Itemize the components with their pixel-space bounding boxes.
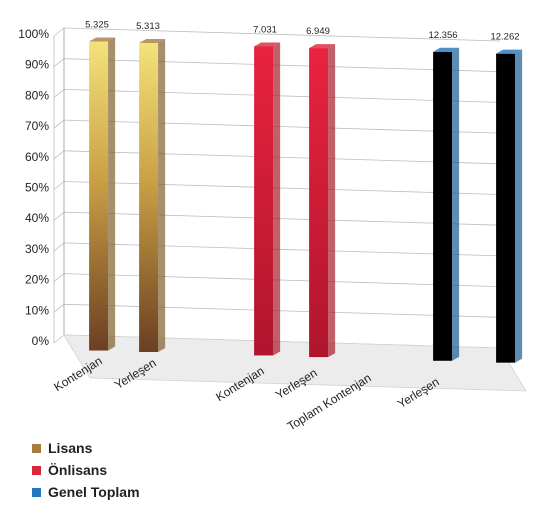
y-tick-label: 60% [25,150,49,164]
y-tick-label: 90% [25,58,49,72]
legend-swatch-onlisans [32,465,41,475]
legend-swatch-lisans [32,443,41,453]
bar [309,44,336,358]
gridline [63,181,501,195]
gridline [63,58,501,73]
legend-item: Lisans [32,438,140,458]
side-gridline [53,334,65,344]
side-gridline [53,119,65,129]
y-tick-label: 100% [18,27,49,41]
bar-side-tint [328,44,336,358]
bar-side-tint [515,49,523,363]
side-gridline [53,211,65,221]
bar-front [309,48,329,358]
legend: Lisans Önlisans Genel Toplam [32,438,140,504]
bar-top [139,39,166,44]
legend-swatch-genel-toplam [32,487,41,497]
gridline [63,211,501,226]
data-label: 7.031 [253,24,277,35]
gridline [63,150,501,165]
gridline [63,242,501,257]
bar [139,39,166,353]
bar-top [89,37,116,42]
chart-floor [63,334,527,392]
y-tick-label: 20% [25,273,49,287]
bar-front [254,46,274,356]
gridline [63,273,501,287]
gridline [63,303,501,318]
y-tick-label: 40% [25,211,49,225]
side-gridline [53,273,65,282]
bar [89,37,116,351]
side-gridline [53,150,65,160]
side-gridline [53,303,65,313]
y-tick-label: 10% [25,303,49,317]
y-tick-label: 80% [25,88,49,102]
bar-front [139,43,159,353]
legend-item: Önlisans [32,460,140,480]
bar-top [309,44,336,49]
bar-front [433,51,453,361]
data-label: 12.356 [428,30,457,41]
data-label: 12.262 [490,32,519,43]
bar-front [496,53,516,363]
side-gridline [53,89,65,98]
y-tick-label: 50% [25,181,49,195]
side-gridline [53,181,65,190]
bar-top [496,49,523,54]
gridline [63,27,501,42]
y-tick-label: 70% [25,119,49,133]
y-tick-label: 0% [32,334,50,348]
bar-side-tint [452,47,460,361]
bar-side-tint [273,42,281,356]
side-gridline [53,242,65,252]
legend-item: Genel Toplam [32,482,140,502]
side-gridline [53,27,65,37]
data-label: 6.949 [306,26,330,37]
legend-label: Önlisans [48,462,108,478]
data-label: 5.325 [85,20,109,31]
side-gridline [53,58,65,68]
legend-label: Lisans [48,440,93,456]
bar-top [254,42,281,47]
bar-side-tint [158,39,166,353]
legend-label: Genel Toplam [48,484,140,500]
bar-front [89,41,109,351]
bar-side-tint [108,37,116,351]
gridline [63,89,501,103]
bar [433,47,460,361]
bar [496,49,523,363]
bar-top [433,47,460,52]
bar [254,42,281,356]
gridline [63,119,501,134]
data-label: 5.313 [136,21,160,32]
y-tick-label: 30% [25,242,49,256]
